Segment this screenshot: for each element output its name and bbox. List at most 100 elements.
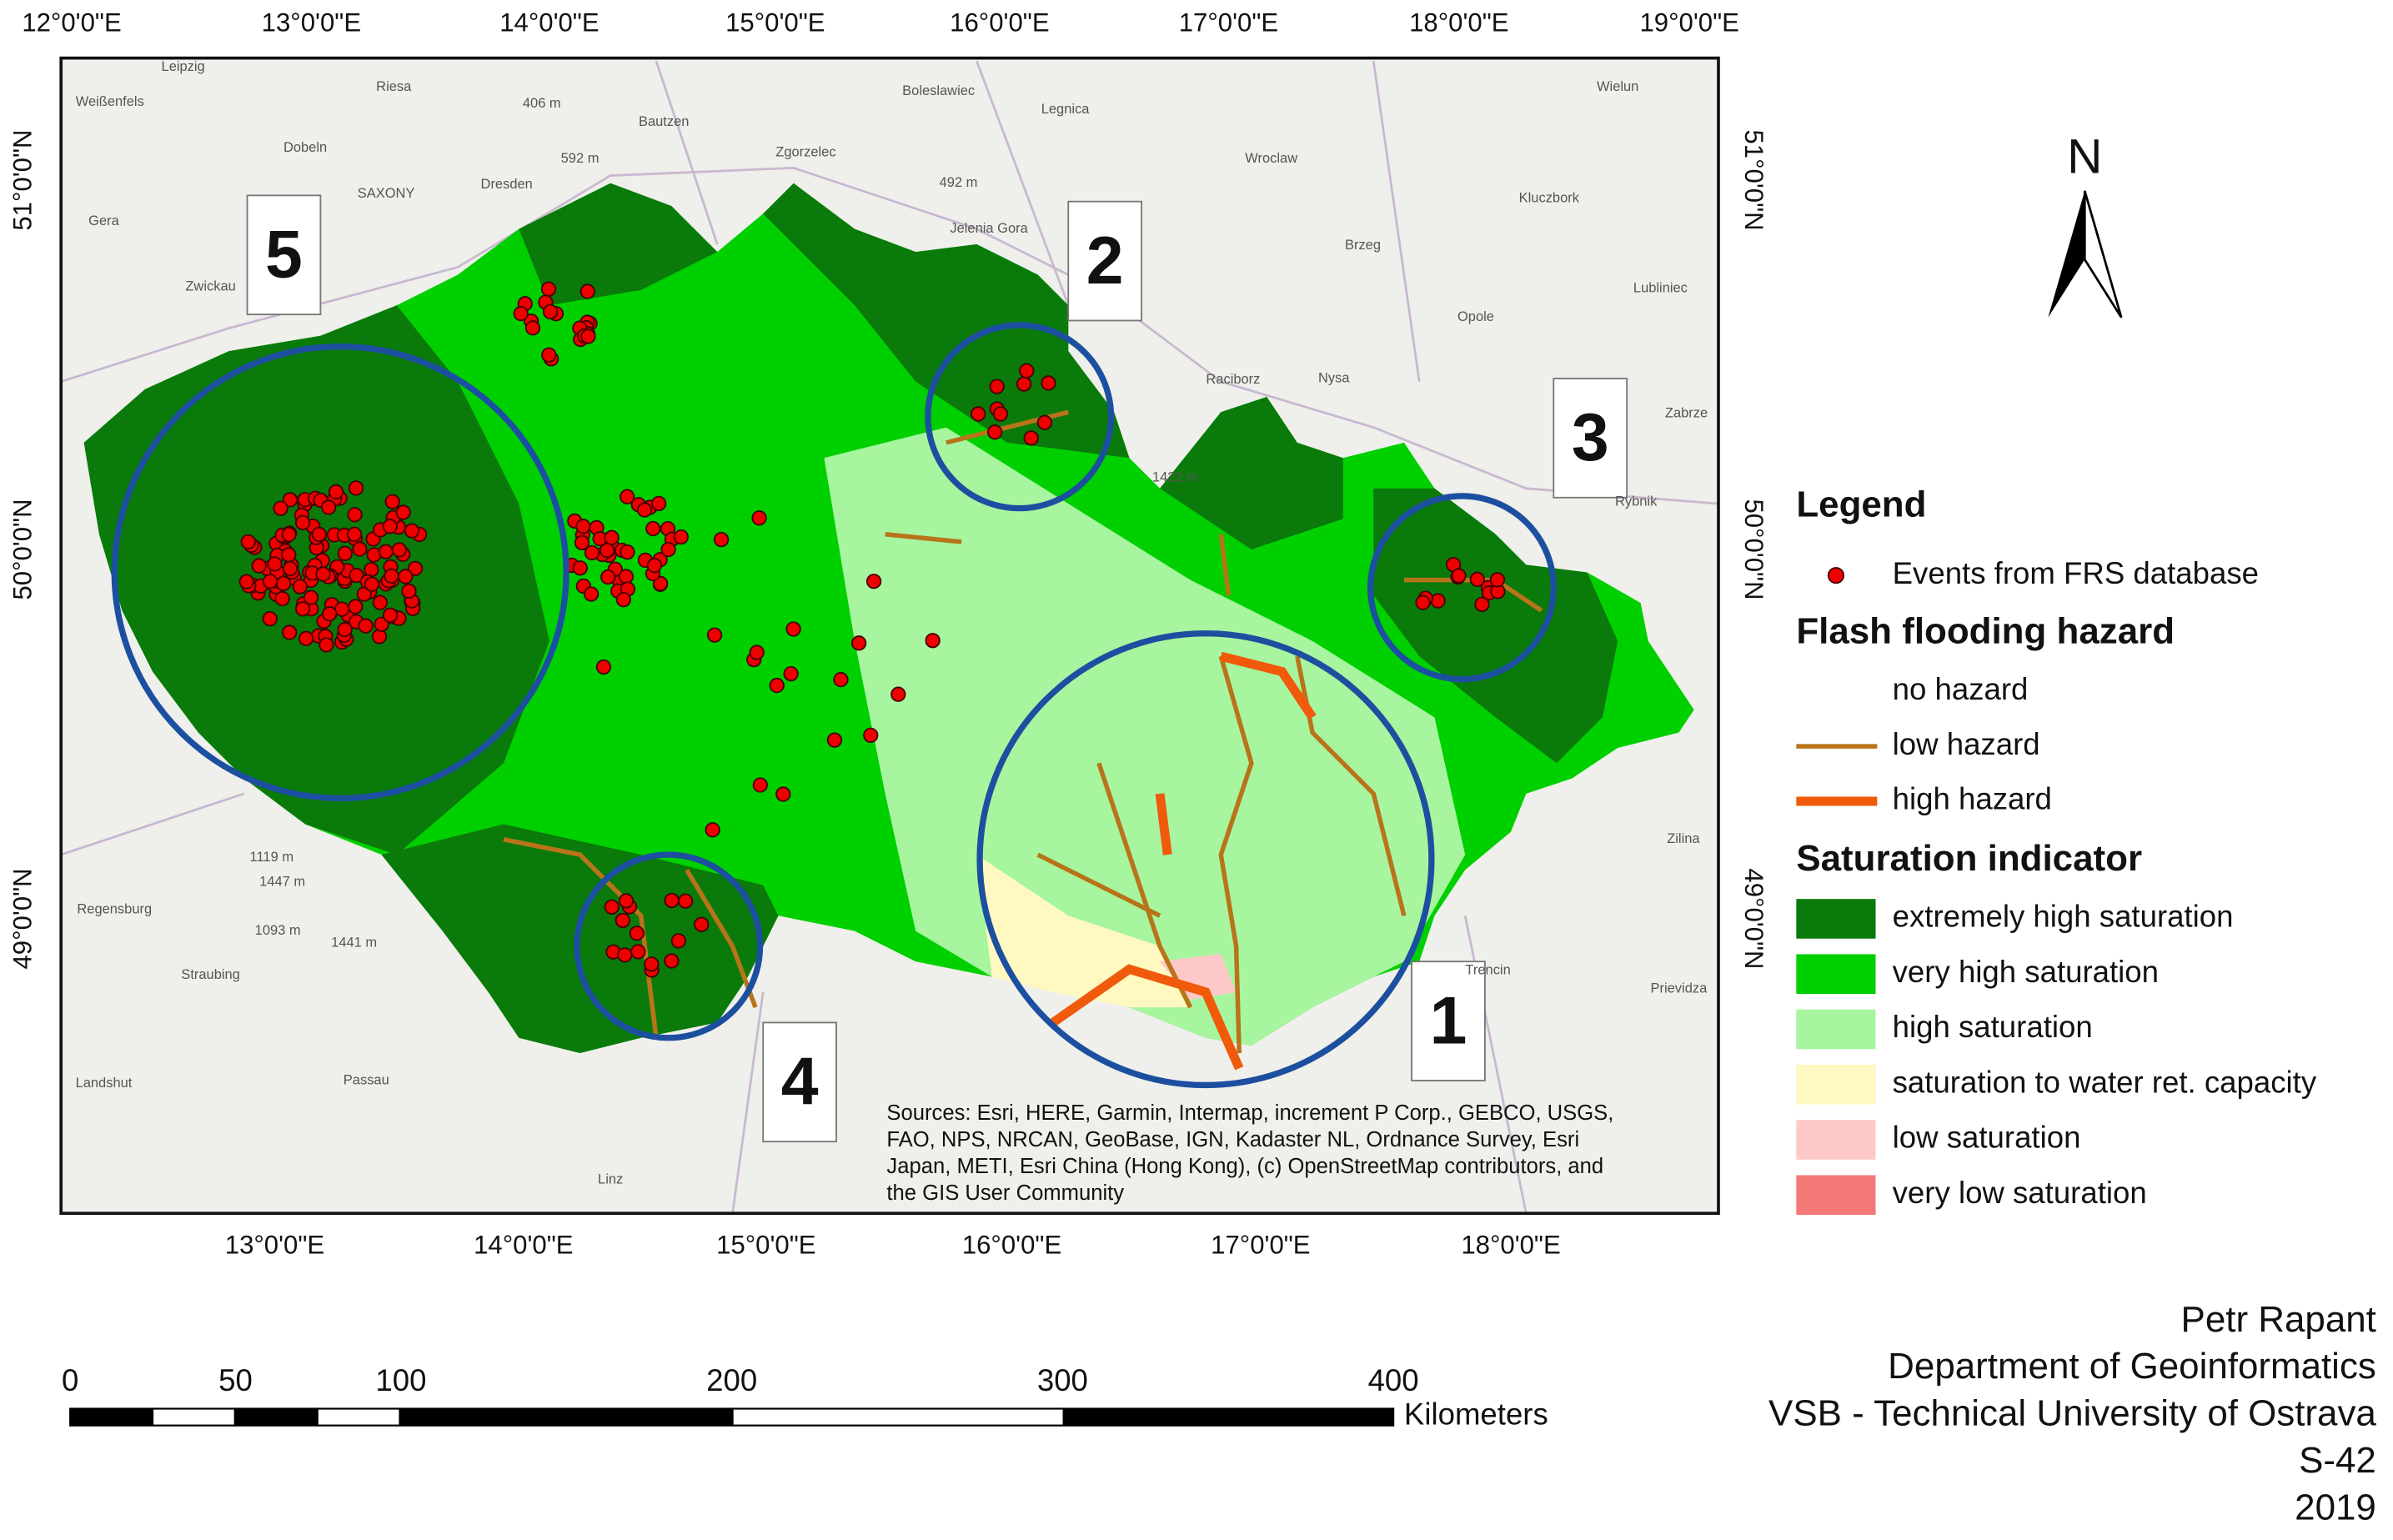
place-name: Regensburg <box>77 901 152 916</box>
place-name: Lubliniec <box>1633 280 1688 295</box>
event-point <box>785 621 801 637</box>
event-point <box>636 502 653 518</box>
place-name: Zilina <box>1667 831 1700 846</box>
event-point <box>337 545 353 561</box>
event-point <box>629 926 645 941</box>
event-point <box>583 586 600 602</box>
legend-label: Events from FRS database <box>1893 556 2259 590</box>
low-hazard-stream <box>1036 852 1161 918</box>
author-text: Petr Rapant <box>2181 1299 2376 1340</box>
place-name: 1119 m <box>250 850 293 865</box>
event-point <box>1415 594 1431 610</box>
event-point <box>262 610 278 627</box>
scale-segment <box>316 1407 401 1427</box>
event-point <box>618 893 635 909</box>
event-point <box>328 484 344 500</box>
event-point <box>274 590 290 607</box>
event-point <box>630 944 646 960</box>
border <box>1372 61 1421 382</box>
legend-label: no hazard <box>1893 672 2029 706</box>
event-point <box>282 560 298 577</box>
longitude-label: 18°0'0"E <box>1461 1231 1560 1260</box>
place-name: Zabrze <box>1665 405 1708 420</box>
event-point <box>713 531 730 548</box>
zone-label-box <box>1411 961 1486 1081</box>
place-name: 1447 m <box>259 874 305 889</box>
event-point <box>364 576 380 592</box>
extremely-high-saturation-area <box>763 183 1130 459</box>
event-point <box>1019 363 1035 379</box>
event-point <box>311 526 327 543</box>
event-point <box>1036 414 1053 430</box>
low-hazard-stream <box>1218 655 1254 1054</box>
border <box>60 167 1719 505</box>
event-point <box>673 529 689 545</box>
legend-label: high saturation <box>1893 1010 2093 1044</box>
event-point <box>783 665 799 682</box>
scale-tick-label: 400 <box>1368 1363 1419 1397</box>
latitude-label: 50°0'0"N <box>8 499 38 599</box>
place-name: Opole <box>1457 309 1494 324</box>
credit-text: Japan, METI, Esri China (Hong Kong), (c)… <box>886 1155 1603 1178</box>
event-point <box>358 618 374 634</box>
event-point <box>574 534 590 551</box>
high-hazard-stream <box>1155 793 1172 855</box>
event-point <box>833 671 849 688</box>
place-name: 406 m <box>523 96 561 111</box>
event-point <box>572 560 588 576</box>
event-point <box>705 822 720 838</box>
event-point <box>407 560 424 577</box>
high-hazard-stream <box>1219 651 1317 720</box>
event-point <box>620 544 635 560</box>
event-point <box>664 892 680 909</box>
event-point <box>262 574 278 589</box>
event-point <box>275 575 292 591</box>
credit-text: the GIS User Community <box>886 1181 1124 1205</box>
event-point <box>294 514 311 530</box>
place-name: Gera <box>88 213 119 228</box>
event-point <box>371 629 388 645</box>
place-name: 1441 m <box>331 936 377 951</box>
legend-swatch <box>1796 954 1876 995</box>
event-point <box>374 616 389 632</box>
zone-circle <box>1367 493 1557 683</box>
scale-tick-label: 200 <box>706 1363 757 1397</box>
event-point <box>294 601 311 617</box>
extremely-high-saturation-area <box>519 183 718 306</box>
event-point <box>706 627 723 643</box>
place-name: Straubing <box>181 967 240 982</box>
extremely-high-saturation-area <box>1373 488 1618 764</box>
labels: 1 2 3 4 5 Leipzig Riesa Bautzen Boleslawiec Legni… <box>8 8 2377 1528</box>
event-point <box>348 599 364 614</box>
longitude-label: 16°0'0"E <box>950 8 1049 38</box>
event-point <box>575 519 591 534</box>
event-point <box>664 953 680 969</box>
event-point <box>644 956 660 972</box>
event-point <box>1469 571 1485 587</box>
zone-label: 2 <box>1086 223 1124 298</box>
author-text: 2019 <box>2295 1487 2376 1527</box>
event-point <box>604 899 620 915</box>
place-name: Weißenfels <box>76 94 144 109</box>
place-name: Boleslawiec <box>902 83 975 98</box>
author-text: S-42 <box>2299 1440 2376 1481</box>
event-point <box>749 645 765 660</box>
event-point <box>850 635 867 651</box>
place-name: Bautzen <box>639 114 689 129</box>
latitude-label: 50°0'0"N <box>1739 499 1768 599</box>
event-point <box>600 569 616 585</box>
legend-label: extremely high saturation <box>1893 900 2234 934</box>
scale-segment <box>233 1407 319 1427</box>
north-arrow-left <box>2048 190 2085 318</box>
event-point <box>315 566 331 582</box>
event-point <box>1451 568 1467 584</box>
event-point <box>384 568 399 584</box>
scale-segment <box>1062 1407 1395 1427</box>
legend-label: very high saturation <box>1893 955 2159 989</box>
event-point <box>595 659 612 675</box>
longitude-label: 15°0'0"E <box>716 1231 815 1260</box>
author-text: Department of Geoinformatics <box>1888 1346 2376 1387</box>
zone-label-box <box>762 1021 837 1143</box>
